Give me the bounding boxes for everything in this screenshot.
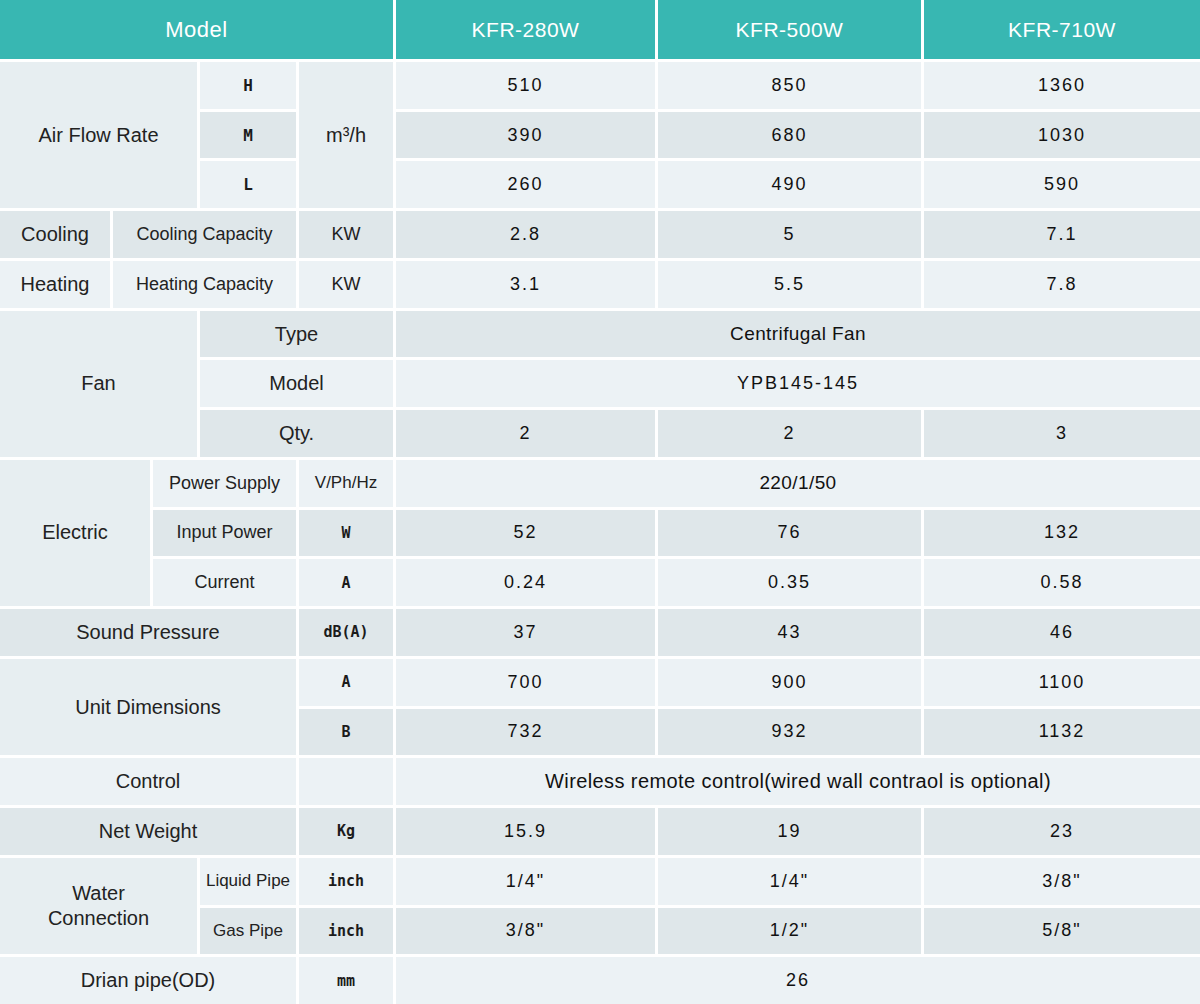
current-value-710w: 0.58	[924, 559, 1200, 606]
drain-pipe-value: 26	[396, 957, 1200, 1004]
liquid-pipe-unit: inch	[299, 858, 393, 905]
dimension-a-label: A	[299, 659, 393, 706]
dimension-a-value-280w: 700	[396, 659, 655, 706]
cooling-value-710w: 7.1	[924, 211, 1200, 258]
gas-pipe-value-500w: 1/2"	[658, 908, 921, 955]
sound-pressure-label: Sound Pressure	[0, 609, 296, 656]
air-flow-l-value-280w: 260	[396, 161, 655, 208]
heating-value-710w: 7.8	[924, 261, 1200, 308]
fan-qty-value-280w: 2	[396, 410, 655, 457]
water-connection-label: Water Connection	[0, 858, 197, 954]
liquid-pipe-value-500w: 1/4"	[658, 858, 921, 905]
air-flow-h-value-500w: 850	[658, 62, 921, 109]
dimension-b-value-280w: 732	[396, 709, 655, 756]
input-power-value-280w: 52	[396, 510, 655, 557]
net-weight-value-280w: 15.9	[396, 808, 655, 855]
air-flow-speed-m: M	[200, 112, 296, 159]
input-power-unit: W	[299, 510, 393, 557]
heating-group-label: Heating	[0, 261, 110, 308]
power-supply-unit: V/Ph/Hz	[299, 460, 393, 507]
sound-pressure-value-280w: 37	[396, 609, 655, 656]
dimension-a-value-500w: 900	[658, 659, 921, 706]
air-flow-l-value-500w: 490	[658, 161, 921, 208]
fan-qty-value-710w: 3	[924, 410, 1200, 457]
fan-qty-value-500w: 2	[658, 410, 921, 457]
gas-pipe-value-280w: 3/8"	[396, 908, 655, 955]
unit-dimensions-label: Unit Dimensions	[0, 659, 296, 755]
heating-value-280w: 3.1	[396, 261, 655, 308]
air-flow-m-value-500w: 680	[658, 112, 921, 159]
air-flow-m-value-710w: 1030	[924, 112, 1200, 159]
water-connection-label-text: Water Connection	[40, 881, 158, 931]
gas-pipe-value-710w: 5/8"	[924, 908, 1200, 955]
sound-pressure-unit: dB(A)	[299, 609, 393, 656]
spec-table: Model KFR-280W KFR-500W KFR-710W Air Flo…	[0, 0, 1200, 1004]
fan-model-label: Model	[200, 360, 393, 407]
column-header-kfr-500w: KFR-500W	[658, 0, 921, 59]
power-supply-value: 220/1/50	[396, 460, 1200, 507]
air-flow-h-value-280w: 510	[396, 62, 655, 109]
input-power-value-500w: 76	[658, 510, 921, 557]
column-header-kfr-710w: KFR-710W	[924, 0, 1200, 59]
drain-pipe-label: Drian pipe(OD)	[0, 957, 296, 1004]
air-flow-m-value-280w: 390	[396, 112, 655, 159]
air-flow-speed-h: H	[200, 62, 296, 109]
net-weight-label: Net Weight	[0, 808, 296, 855]
dimension-b-label: B	[299, 709, 393, 756]
dimension-b-value-710w: 1132	[924, 709, 1200, 756]
control-label: Control	[0, 758, 296, 805]
dimension-a-value-710w: 1100	[924, 659, 1200, 706]
dimension-b-value-500w: 932	[658, 709, 921, 756]
sound-pressure-value-500w: 43	[658, 609, 921, 656]
electric-label: Electric	[0, 460, 150, 606]
fan-model-value: YPB145-145	[396, 360, 1200, 407]
fan-qty-label: Qty.	[200, 410, 393, 457]
fan-type-value: Centrifugal Fan	[396, 311, 1200, 358]
liquid-pipe-value-280w: 1/4"	[396, 858, 655, 905]
cooling-value-280w: 2.8	[396, 211, 655, 258]
net-weight-value-500w: 19	[658, 808, 921, 855]
heating-capacity-label: Heating Capacity	[113, 261, 296, 308]
heating-unit: KW	[299, 261, 393, 308]
control-value: Wireless remote control(wired wall contr…	[396, 758, 1200, 805]
air-flow-label: Air Flow Rate	[0, 62, 197, 208]
cooling-unit: KW	[299, 211, 393, 258]
air-flow-speed-l: L	[200, 161, 296, 208]
liquid-pipe-value-710w: 3/8"	[924, 858, 1200, 905]
power-supply-label: Power Supply	[153, 460, 296, 507]
cooling-group-label: Cooling	[0, 211, 110, 258]
input-power-label: Input Power	[153, 510, 296, 557]
current-unit: A	[299, 559, 393, 606]
gas-pipe-label: Gas Pipe	[200, 908, 296, 955]
air-flow-unit: m³/h	[299, 62, 393, 208]
liquid-pipe-label: Liquid Pipe	[200, 858, 296, 905]
net-weight-unit: Kg	[299, 808, 393, 855]
current-value-280w: 0.24	[396, 559, 655, 606]
drain-pipe-unit: mm	[299, 957, 393, 1004]
current-label: Current	[153, 559, 296, 606]
fan-type-label: Type	[200, 311, 393, 358]
sound-pressure-value-710w: 46	[924, 609, 1200, 656]
current-value-500w: 0.35	[658, 559, 921, 606]
gas-pipe-unit: inch	[299, 908, 393, 955]
net-weight-value-710w: 23	[924, 808, 1200, 855]
air-flow-l-value-710w: 590	[924, 161, 1200, 208]
cooling-capacity-label: Cooling Capacity	[113, 211, 296, 258]
header-model-cell: Model	[0, 0, 393, 59]
cooling-value-500w: 5	[658, 211, 921, 258]
fan-label: Fan	[0, 311, 197, 457]
input-power-value-710w: 132	[924, 510, 1200, 557]
heating-value-500w: 5.5	[658, 261, 921, 308]
control-unit-cell-empty	[299, 758, 393, 805]
air-flow-h-value-710w: 1360	[924, 62, 1200, 109]
column-header-kfr-280w: KFR-280W	[396, 0, 655, 59]
